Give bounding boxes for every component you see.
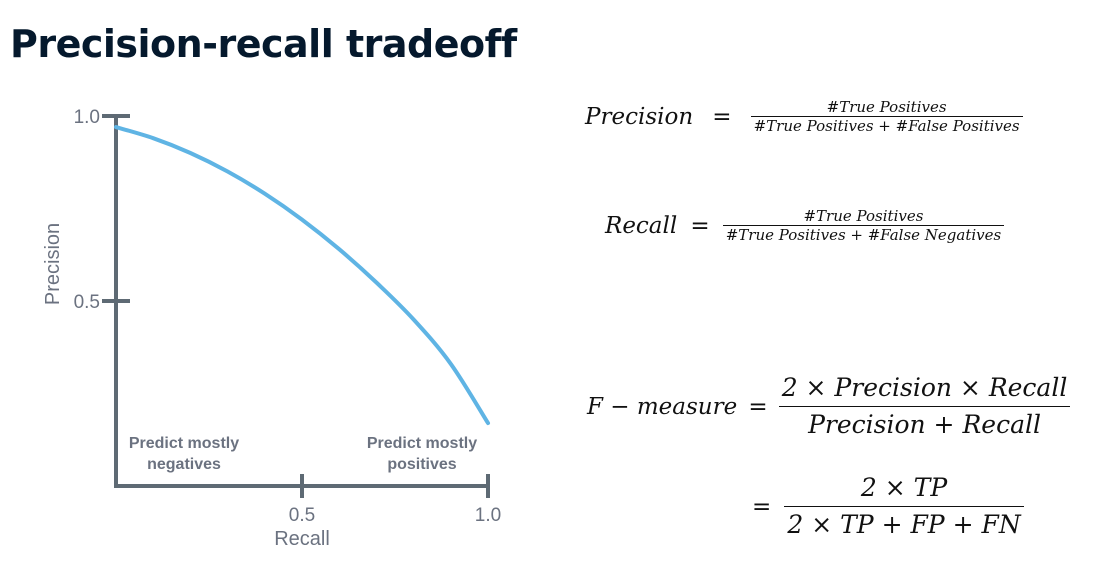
y-tick-label-0-5: 0.5 bbox=[74, 292, 100, 313]
pr-curve-line bbox=[114, 125, 490, 426]
precision-eq-op: = bbox=[712, 103, 732, 130]
x-tick-label-1-0: 1.0 bbox=[475, 505, 501, 526]
recall-fraction: #True Positives #True Positives + #False… bbox=[722, 207, 1005, 244]
x-tick-label-0-5: 0.5 bbox=[289, 505, 315, 526]
annotation-positives-line2: positives bbox=[387, 456, 456, 473]
precision-equation: Precision = #True Positives #True Positi… bbox=[585, 98, 1023, 135]
x-axis-label: Recall bbox=[274, 528, 330, 550]
page-title: Precision-recall tradeoff bbox=[10, 22, 517, 66]
chart-axes bbox=[102, 114, 490, 498]
y-tick-label-1-0: 1.0 bbox=[74, 107, 100, 128]
fmeasure-fraction: 2 × Precision × Recall Precision + Recal… bbox=[778, 370, 1071, 443]
recall-denominator: #True Positives + #False Negatives bbox=[725, 226, 1002, 244]
fmeasure2-denominator: 2 × TP + FP + FN bbox=[787, 510, 1021, 539]
fmeasure2-fraction: 2 × TP 2 × TP + FP + FN bbox=[784, 470, 1024, 543]
fmeasure-simplified-equation: = 2 × TP 2 × TP + FP + FN bbox=[752, 470, 1024, 543]
fmeasure-equation: F − measure = 2 × Precision × Recall Pre… bbox=[587, 370, 1071, 443]
annotation-negatives-line2: negatives bbox=[147, 456, 221, 473]
fmeasure-denominator: Precision + Recall bbox=[808, 410, 1041, 439]
recall-equation: Recall = #True Positives #True Positives… bbox=[605, 207, 1005, 244]
annotation-negatives-line1: Predict mostly bbox=[129, 435, 239, 452]
recall-numerator: #True Positives bbox=[722, 207, 1005, 226]
recall-eq-op: = bbox=[690, 212, 710, 239]
fmeasure2-numerator: 2 × TP bbox=[784, 470, 1024, 507]
fmeasure-eq-lhs: F − measure bbox=[587, 393, 738, 420]
precision-eq-lhs: Precision bbox=[585, 103, 694, 130]
precision-fraction: #True Positives #True Positives + #False… bbox=[750, 98, 1023, 135]
fmeasure-numerator: 2 × Precision × Recall bbox=[778, 370, 1071, 407]
pr-curve-chart: 1.0 0.5 0.5 1.0 Recall Precision Predict… bbox=[42, 107, 501, 550]
fmeasure2-eq-op: = bbox=[752, 493, 772, 520]
precision-numerator: #True Positives bbox=[750, 98, 1023, 117]
precision-denominator: #True Positives + #False Positives bbox=[753, 117, 1020, 135]
fmeasure-eq-op: = bbox=[748, 393, 768, 420]
annotation-positives-line1: Predict mostly bbox=[367, 435, 477, 452]
recall-eq-lhs: Recall bbox=[605, 212, 678, 239]
y-axis-label: Precision bbox=[42, 223, 64, 305]
